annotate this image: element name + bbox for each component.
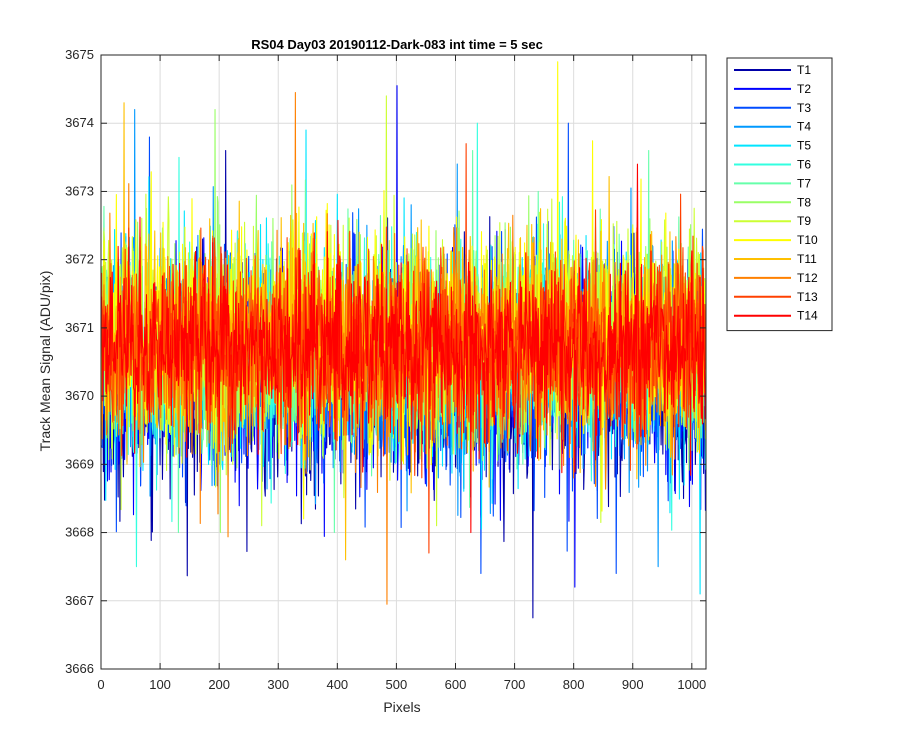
y-tick-label: 3672 [65,252,94,267]
legend-label: T6 [797,158,811,172]
legend-label: T2 [797,82,811,96]
legend-label: T12 [797,271,818,285]
legend-label: T5 [797,139,811,153]
y-tick-label: 3674 [65,115,94,130]
chart-title: RS04 Day03 20190112-Dark-083 int time = … [251,37,543,52]
x-tick-label: 800 [563,677,585,692]
legend-label: T1 [797,63,811,77]
x-tick-label: 300 [267,677,289,692]
legend-label: T8 [797,195,811,209]
x-tick-label: 1000 [677,677,706,692]
x-tick-label: 600 [445,677,467,692]
x-tick-label: 400 [326,677,348,692]
x-tick-label: 200 [208,677,230,692]
x-tick-label: 900 [622,677,644,692]
legend-label: T13 [797,290,818,304]
y-axis-label: Track Mean Signal (ADU/pix) [37,271,53,452]
y-tick-label: 3673 [65,183,94,198]
legend-box [726,57,833,332]
x-tick-label: 700 [504,677,526,692]
legend-label: T11 [797,252,817,266]
plot-frame [100,54,707,670]
y-tick-label: 3667 [65,593,94,608]
legend-label: T14 [797,309,818,323]
legend-label: T7 [797,176,811,190]
legend: T1 T2 T3 T4 T5 T6 T7 T8 T9 T10 T11 T12 T13 T14 [726,57,833,332]
y-tick-label: 3675 [65,47,94,62]
x-tick-label: 0 [97,677,104,692]
legend-label: T10 [797,233,818,247]
series-line-t14 [101,163,706,534]
legend-label: T4 [797,120,811,134]
y-tick-label: 3669 [65,456,94,471]
y-tick-label: 3668 [65,525,94,540]
x-tick-label: 100 [149,677,171,692]
axis-ticks: 0 100 200 300 400 500 600 700 800 900 1000 3666 3667… [65,47,706,692]
x-axis-label: Pixels [383,699,420,715]
legend-label: T3 [797,101,811,115]
legend-label: T9 [797,214,811,228]
y-tick-label: 3666 [65,661,94,676]
y-tick-label: 3670 [65,388,94,403]
y-tick-label: 3671 [65,320,94,335]
series-layer [101,61,706,619]
x-tick-label: 500 [386,677,408,692]
